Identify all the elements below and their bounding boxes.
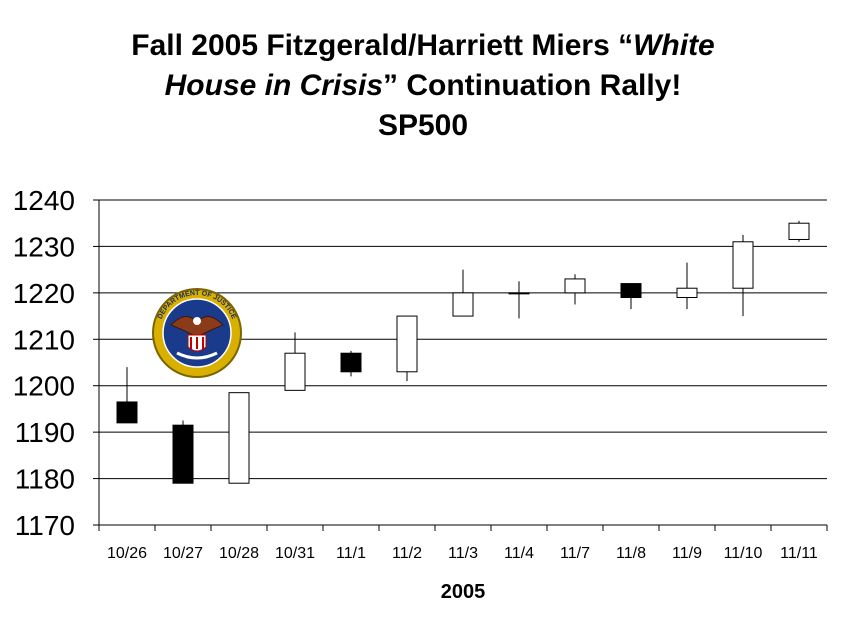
x-tick-label: 11/2	[392, 545, 422, 562]
axes	[98, 200, 827, 526]
candle-body	[172, 424, 194, 484]
candle-body	[284, 352, 306, 391]
title-line-2: House in Crisis” Continuation Rally!	[0, 66, 846, 106]
candles	[116, 220, 810, 484]
title-line-1-text: Fall 2005 Fitzgerald/Harriett Miers “	[131, 29, 634, 62]
x-tick-label: 10/31	[275, 545, 315, 562]
y-tick-label: 1240	[13, 185, 75, 216]
candle	[340, 350, 362, 377]
doj-seal-icon: DEPARTMENT OF JUSTICE	[152, 288, 242, 378]
x-tick-label: 11/8	[616, 545, 646, 562]
x-axis-ticks: 10/26 10/27 10/28 10/31 11/1 11/2 11/3 11/4 11/7…	[98, 525, 828, 562]
x-tick-label: 11/11	[780, 545, 818, 562]
y-axis-ticks: 1170 1180 1190 1200 1210 1220 1230 1240	[13, 185, 99, 541]
x-tick-label: 10/28	[219, 545, 259, 562]
title-line-1-italic: White	[633, 29, 715, 62]
candle-body	[564, 278, 586, 294]
x-tick-label: 11/9	[672, 545, 702, 562]
title-line-2-italic: House in Crisis	[164, 69, 384, 102]
candle	[172, 420, 194, 484]
candle	[116, 367, 138, 424]
candle-body	[732, 241, 754, 289]
candle	[284, 332, 306, 391]
candle-body	[116, 401, 138, 424]
x-tick-label: 11/4	[504, 545, 534, 562]
candle	[564, 274, 586, 305]
x-tick-label: 10/27	[163, 545, 203, 562]
candle	[676, 262, 698, 310]
candle-body	[228, 392, 250, 484]
y-tick-label: 1220	[13, 278, 75, 309]
candle	[788, 220, 810, 242]
x-tick-label: 11/10	[724, 545, 763, 562]
x-tick-label: 11/1	[336, 545, 366, 562]
candle-body	[508, 292, 530, 295]
y-tick-label: 1170	[15, 510, 75, 541]
candle	[620, 283, 642, 310]
seal-eagle-head	[193, 317, 201, 325]
title-line-2-text: ” Continuation Rally!	[383, 69, 682, 102]
y-tick-label: 1200	[13, 371, 75, 402]
candle-body	[452, 292, 474, 317]
title-line-3: SP500	[377, 109, 469, 142]
x-tick-label: 11/3	[448, 545, 478, 562]
y-tick-label: 1190	[15, 417, 75, 448]
candle	[452, 269, 474, 317]
candle	[732, 234, 754, 317]
candle-body	[340, 352, 362, 373]
seal-banner	[176, 351, 218, 360]
candle-body	[396, 315, 418, 373]
x-tick-label: 10/26	[107, 545, 147, 562]
title-line-1: Fall 2005 Fitzgerald/Harriett Miers “Whi…	[0, 26, 846, 66]
chart-title: Fall 2005 Fitzgerald/Harriett Miers “Whi…	[0, 26, 846, 146]
candle-body	[676, 287, 698, 299]
candle	[228, 392, 250, 484]
x-axis-label: 2005	[441, 581, 486, 603]
candle-body	[788, 222, 810, 240]
candle	[508, 281, 530, 319]
candle-body	[620, 283, 642, 299]
y-tick-label: 1180	[15, 464, 75, 495]
y-tick-label: 1210	[13, 324, 75, 355]
x-tick-label: 11/7	[560, 545, 590, 562]
y-tick-label: 1230	[13, 231, 75, 262]
candle	[396, 315, 418, 382]
